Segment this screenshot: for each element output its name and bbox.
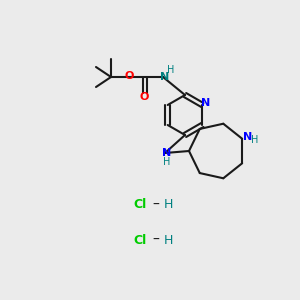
Text: N: N: [160, 72, 169, 82]
Text: –: –: [153, 233, 159, 247]
Text: N: N: [242, 132, 252, 142]
Text: H: H: [163, 233, 173, 247]
Text: N: N: [162, 148, 172, 158]
Text: –: –: [153, 198, 159, 212]
Text: O: O: [139, 92, 149, 102]
Text: H: H: [251, 135, 259, 145]
Text: H: H: [163, 199, 173, 212]
Text: Cl: Cl: [134, 199, 147, 212]
Text: O: O: [124, 71, 134, 81]
Text: H: H: [163, 157, 171, 167]
Text: H: H: [167, 65, 175, 75]
Text: Cl: Cl: [134, 233, 147, 247]
Text: N: N: [201, 98, 210, 108]
